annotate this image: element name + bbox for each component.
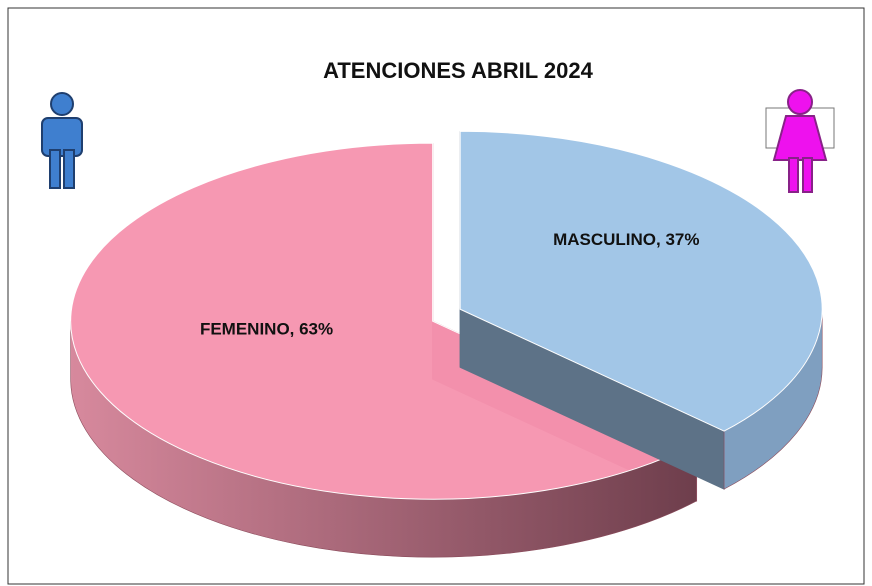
male-icon xyxy=(41,92,83,189)
data-label: MASCULINO, 37% xyxy=(553,230,699,249)
slice-top xyxy=(70,142,698,500)
pie-slice xyxy=(459,130,823,490)
chart-title: ATENCIONES ABRIL 2024 xyxy=(323,58,594,83)
slice-top xyxy=(459,130,823,432)
data-label: FEMENINO, 63% xyxy=(200,320,333,339)
female-icon xyxy=(765,89,835,193)
